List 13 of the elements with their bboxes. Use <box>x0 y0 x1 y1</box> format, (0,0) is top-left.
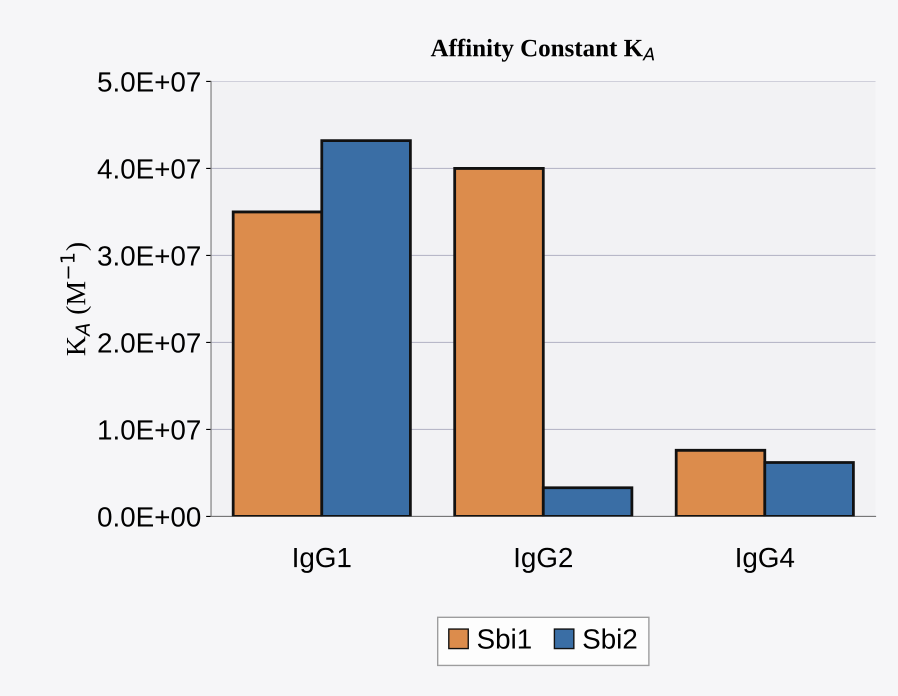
y-axis-title: K$_{A}$ (M$^{−1}$) <box>60 243 92 356</box>
legend-label: Sbi1 <box>478 628 531 649</box>
x-tick-label: IgG2 <box>516 548 572 573</box>
legend-label: Sbi2 <box>583 628 636 649</box>
y-tick-label: 0.0E+00 <box>98 507 200 527</box>
x-tick-label: IgG4 <box>737 548 794 573</box>
y-tick-label: 3.0E+07 <box>98 246 200 266</box>
y-tick-label: 5.0E+07 <box>98 72 200 92</box>
y-tick-label: 1.0E+07 <box>99 420 200 440</box>
chart-title: Affinity Constant K$_{A}$ <box>430 38 654 62</box>
y-tick-label: 2.0E+07 <box>98 333 200 353</box>
y-tick-label: 4.0E+07 <box>98 159 200 179</box>
x-tick-label: IgG1 <box>294 548 351 573</box>
